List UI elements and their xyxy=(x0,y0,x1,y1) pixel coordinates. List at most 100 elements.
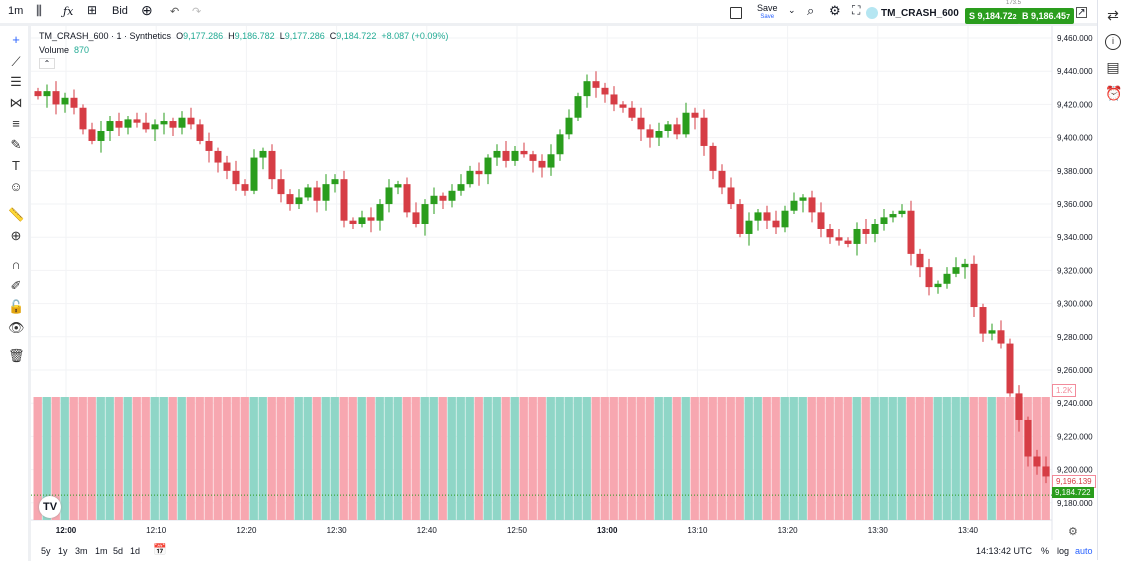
candle-body xyxy=(727,187,735,205)
trash-icon[interactable]: 🗑 xyxy=(8,348,25,363)
time-tick: 12:50 xyxy=(507,526,528,535)
volume-bar xyxy=(753,397,762,520)
price-type-button[interactable]: Bid xyxy=(112,5,128,17)
volume-bar xyxy=(87,397,96,520)
price-tick: 9,340.000 xyxy=(1057,233,1093,242)
fullscreen-icon[interactable]: ⛶ xyxy=(852,3,861,17)
time-tick: 13:30 xyxy=(868,526,889,535)
candle-body xyxy=(655,131,663,138)
emoji-icon[interactable]: ☺ xyxy=(9,179,23,194)
fullscreen-box-icon[interactable] xyxy=(730,7,742,19)
candle-body xyxy=(385,187,393,205)
percent-toggle[interactable]: % xyxy=(1041,546,1050,556)
volume-bar xyxy=(942,397,951,520)
volume-bar xyxy=(384,397,393,520)
quick-search-icon[interactable]: ⌕ xyxy=(807,3,815,18)
pattern-icon[interactable]: ⋈ xyxy=(9,95,23,110)
lock-drawing-icon[interactable]: ✐ xyxy=(10,278,22,293)
volume-bar xyxy=(582,397,591,520)
eye-icon[interactable]: 👁 xyxy=(8,320,25,335)
volume-bar xyxy=(519,397,528,520)
candle-body xyxy=(673,124,681,135)
volume-bar xyxy=(438,397,447,520)
symbol-title[interactable]: TM_CRASH_600 · 1 · Synthetics xyxy=(39,31,172,41)
range-1y[interactable]: 1y xyxy=(58,546,68,556)
add-icon[interactable]: ⊕ xyxy=(141,2,153,18)
settings-icon[interactable]: ⚙ xyxy=(829,3,841,18)
range-3m[interactable]: 3m xyxy=(75,546,88,556)
bottom-bar: 5y 1y 3m 1m 5d 1d 📅 14:13:42 UTC % log a… xyxy=(31,540,1097,560)
axis-settings-icon[interactable]: ⚙ xyxy=(1068,526,1078,538)
volume-bar xyxy=(951,397,960,520)
clock[interactable]: 14:13:42 UTC xyxy=(976,546,1033,556)
range-5y[interactable]: 5y xyxy=(41,546,51,556)
price-chart[interactable]: 9,460.000 9,440.000 9,420.000 9,400.000 9,38… xyxy=(31,26,1097,540)
undo-icon[interactable]: ↶ xyxy=(170,6,180,18)
crosshair-icon[interactable]: + xyxy=(12,32,20,47)
volume-bar xyxy=(150,397,159,520)
candle-body xyxy=(529,154,537,161)
volume-bar xyxy=(474,397,483,520)
symbol-logo-icon xyxy=(866,7,878,19)
range-1m[interactable]: 1m xyxy=(95,546,108,556)
candle-body xyxy=(502,150,510,161)
fx-icon[interactable]: ƒx xyxy=(63,5,74,18)
time-tick: 13:40 xyxy=(958,526,979,535)
trend-line-icon[interactable]: ⟋ xyxy=(11,54,21,69)
volume-bar xyxy=(240,397,249,520)
info-icon[interactable]: i xyxy=(1105,34,1121,50)
zoom-in-icon[interactable]: ⊕ xyxy=(10,228,22,243)
sell-label: S xyxy=(969,11,976,21)
volume-bar xyxy=(654,397,663,520)
candle-body xyxy=(961,263,969,268)
range-5d[interactable]: 5d xyxy=(113,546,124,556)
buy-button[interactable]: B 9,186.457 xyxy=(1018,8,1074,24)
candle-body xyxy=(808,197,816,213)
candle-body xyxy=(628,107,636,118)
sell-button[interactable]: S 9,184.722 xyxy=(965,8,1021,24)
fib-icon[interactable]: ≡ xyxy=(12,116,20,131)
candle-body xyxy=(151,124,159,130)
interval-button[interactable]: 1m xyxy=(8,5,24,17)
auto-toggle[interactable]: auto xyxy=(1075,546,1093,556)
time-tick: 13:10 xyxy=(687,526,708,535)
chevron-down-icon[interactable]: ⌄ xyxy=(788,5,796,15)
news-icon[interactable]: ▤ xyxy=(1106,59,1120,75)
volume-bar xyxy=(861,397,870,520)
brush-icon[interactable]: ✎ xyxy=(10,137,22,152)
collapse-legend-button[interactable]: ⌃ xyxy=(39,58,55,69)
candle-body xyxy=(421,204,429,224)
alarm-icon[interactable]: ⏰ xyxy=(1105,85,1123,101)
ruler-icon[interactable]: 📏 xyxy=(8,207,25,222)
candle-body xyxy=(187,117,195,125)
horizontal-lines-icon[interactable]: ☰ xyxy=(10,74,22,89)
candles-icon[interactable]: ⫼ xyxy=(36,3,42,18)
popout-icon[interactable]: ↗ xyxy=(1076,7,1087,18)
volume-bar xyxy=(591,397,600,520)
save-button[interactable]: Save Save xyxy=(757,4,778,22)
candle-body xyxy=(709,145,717,171)
tradingview-logo[interactable]: TV xyxy=(39,496,61,518)
candle-body xyxy=(232,170,240,185)
range-1d[interactable]: 1d xyxy=(130,546,141,556)
price-tick: 9,300.000 xyxy=(1057,300,1093,309)
layouts-icon[interactable]: ⊞ xyxy=(87,3,98,17)
volume-bar xyxy=(852,397,861,520)
volume-bar xyxy=(537,397,546,520)
swap-icon[interactable]: ⇄ xyxy=(1107,7,1119,23)
candle-body xyxy=(1042,466,1050,477)
volume-bar xyxy=(276,397,285,520)
magnet-icon[interactable]: ∩ xyxy=(11,257,21,272)
buy-label: B xyxy=(1022,11,1029,21)
goto-date-icon[interactable]: 📅 xyxy=(153,544,167,556)
volume-bar xyxy=(888,397,897,520)
volume-bar xyxy=(762,397,771,520)
symbol-name[interactable]: TM_CRASH_600 xyxy=(881,8,959,19)
text-icon[interactable]: T xyxy=(12,158,20,173)
log-toggle[interactable]: log xyxy=(1057,546,1070,556)
volume-bar xyxy=(411,397,420,520)
volume-bar xyxy=(195,397,204,520)
volume-bar xyxy=(771,397,780,520)
lock-icon[interactable]: 🔓 xyxy=(8,299,25,314)
volume-bar xyxy=(600,397,609,520)
